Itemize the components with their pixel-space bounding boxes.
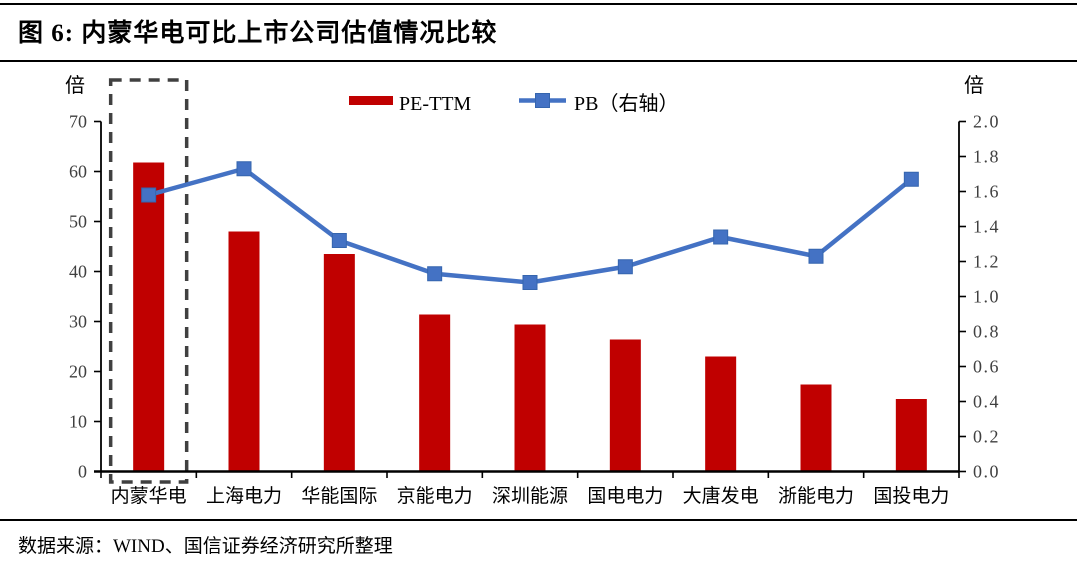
pb-marker [141,187,157,203]
left-axis-tick-label: 30 [69,312,87,332]
right-axis-tick-label: 1.2 [973,252,1000,272]
title-divider-rule [0,60,1077,62]
pb-marker [808,248,824,264]
category-label: 内蒙华电 [111,485,187,507]
right-axis-tick-label: 0.0 [973,462,1000,482]
pe-bar [514,324,546,472]
left-axis-tick-label: 50 [69,212,87,232]
pe-bar [323,254,355,472]
right-axis-tick-label: 0.2 [973,427,1000,447]
footer-rule [0,519,1077,521]
right-axis-tick-label: 2.0 [973,112,1000,132]
pb-marker [236,161,252,177]
right-axis-tick-label: 0.8 [973,322,1000,342]
left-axis-tick-label: 70 [69,112,87,132]
category-label: 浙能电力 [778,485,854,507]
pb-marker [427,266,443,282]
category-label: 国投电力 [873,485,949,507]
figure-title: 图 6: 内蒙华电可比上市公司估值情况比较 [18,20,498,47]
pe-bar [419,314,451,472]
left-axis-tick-label: 20 [69,362,87,382]
legend-pb-marker [535,93,550,108]
category-label: 华能国际 [301,485,377,507]
category-label: 大唐发电 [683,485,759,507]
pb-marker [713,229,729,245]
left-axis-tick-label: 10 [69,412,87,432]
pe-bar [705,356,737,472]
right-axis-unit-label: 倍 [964,74,984,97]
category-label: 上海电力 [206,485,282,507]
pb-marker [331,233,347,248]
right-axis-tick-label: 0.4 [973,392,1000,412]
pe-bar [800,384,832,472]
right-axis-tick-label: 1.4 [973,217,1000,237]
pb-marker [903,171,919,187]
pb-marker [522,275,538,290]
right-axis-tick-label: 1.0 [973,287,1000,307]
pb-marker [617,259,633,275]
pe-bar [895,399,927,472]
legend-pe-swatch [349,96,393,105]
left-axis-unit-label: 倍 [65,74,85,97]
category-label: 深圳能源 [492,485,568,507]
category-label: 国电电力 [587,485,663,507]
legend-pe-label: PE-TTM [399,93,471,115]
right-axis-tick-label: 0.6 [973,357,1000,377]
left-axis-tick-label: 40 [69,262,87,282]
pe-bar [609,339,641,472]
category-label: 京能电力 [397,485,473,507]
right-axis-tick-label: 1.6 [973,182,1000,202]
left-axis-tick-label: 60 [69,162,87,182]
right-axis-tick-label: 1.8 [973,147,1000,167]
pe-bar [133,162,165,472]
top-rule [0,3,1077,5]
legend-pb-label: PB（右轴） [574,92,678,115]
highlight-dashed-box [108,78,189,484]
data-source-note: 数据来源：WIND、国信证券经济研究所整理 [18,536,393,557]
pe-bar [228,231,260,472]
left-axis-tick-label: 0 [78,462,87,482]
pb-line [146,166,914,285]
